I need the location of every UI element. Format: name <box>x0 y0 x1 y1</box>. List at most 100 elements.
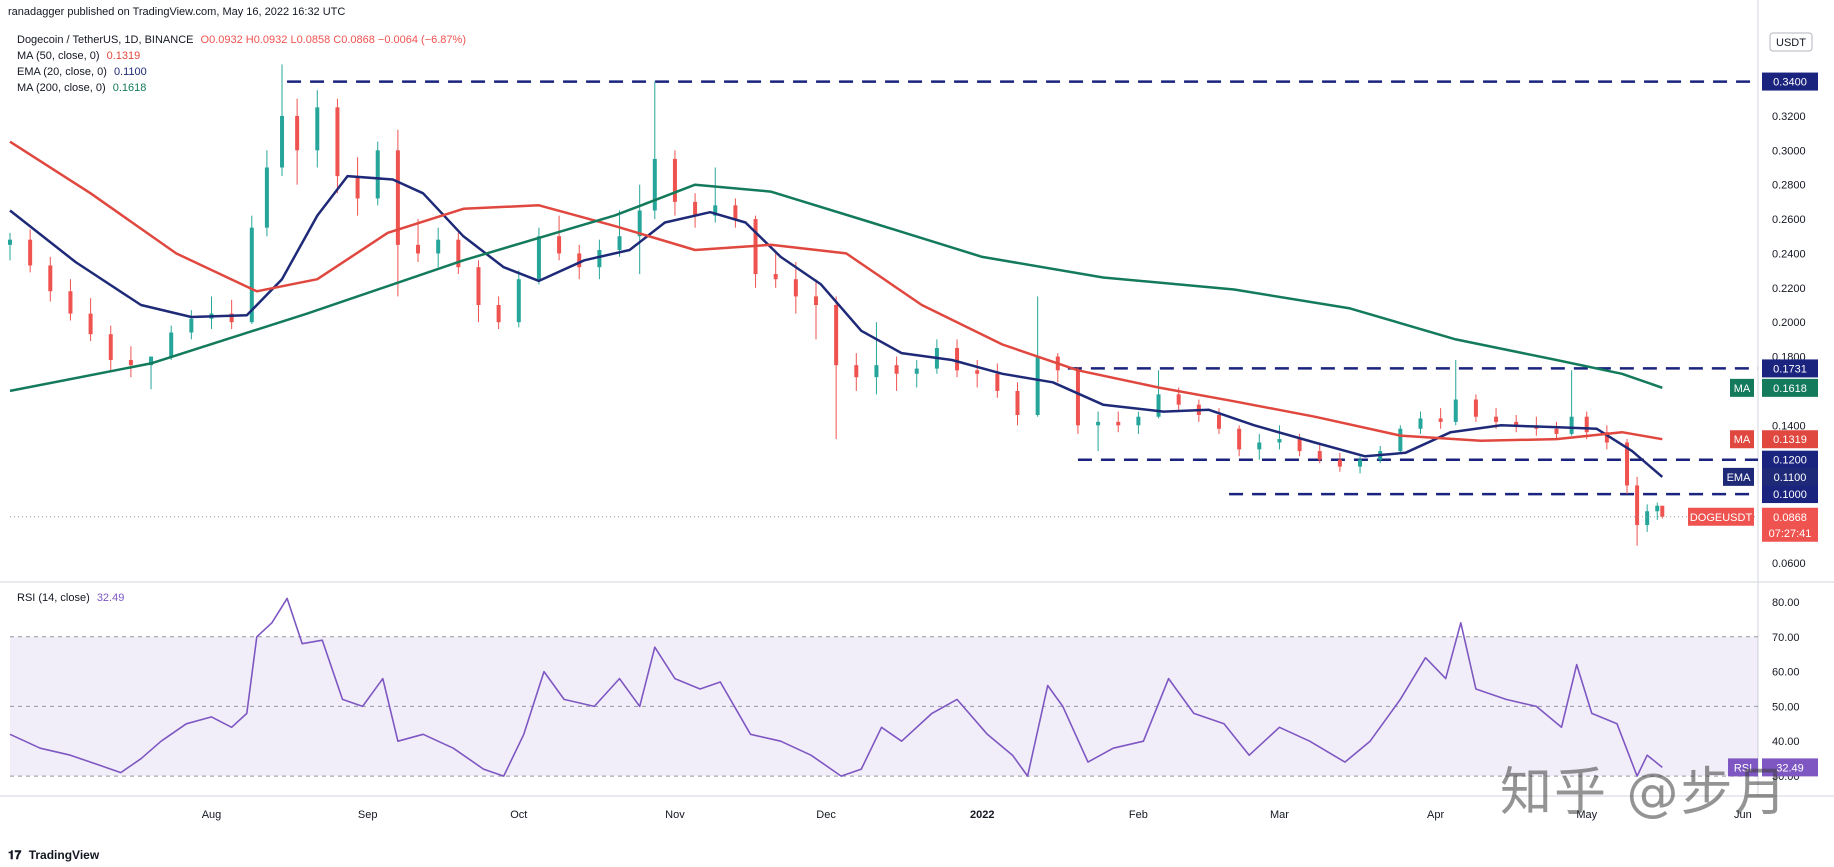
candle-body <box>733 205 738 220</box>
candle <box>1554 421 1559 440</box>
footer-brand[interactable]: 𝟏𝟕 TradingView <box>8 848 99 863</box>
candle-body <box>955 347 960 371</box>
candle-body <box>557 236 562 254</box>
candle <box>496 296 501 330</box>
candle-body <box>1604 432 1609 443</box>
price-tick-label: 0.2000 <box>1772 317 1806 329</box>
candle <box>1514 415 1519 433</box>
candle-body <box>169 332 174 357</box>
line-ma <box>9 183 1663 393</box>
candle-body <box>1655 505 1660 512</box>
candle-body <box>914 368 919 374</box>
level-badge: 0.1200 <box>1762 450 1818 469</box>
candle-body <box>894 365 899 374</box>
candle <box>1136 411 1141 434</box>
level-badge: 0.1731 <box>1762 359 1818 378</box>
line-ma <box>9 140 1663 443</box>
price-tick-label: 0.1400 <box>1772 420 1806 432</box>
candle <box>355 157 360 216</box>
rsi-badge-name: RSI <box>1734 762 1752 774</box>
candle <box>1337 452 1342 472</box>
candle <box>693 193 698 228</box>
candle-body <box>637 210 642 237</box>
watermark: 知乎 @步月 <box>1500 763 1789 823</box>
candle <box>536 227 541 285</box>
candle-body <box>1075 370 1080 426</box>
price-badge-value-box <box>1762 467 1818 486</box>
candle-body <box>1257 442 1262 450</box>
candle-body <box>1584 416 1589 433</box>
candle-body <box>1096 421 1101 426</box>
candle <box>476 260 481 323</box>
candle <box>1075 366 1080 434</box>
candle <box>8 232 12 261</box>
candle-body <box>1176 394 1181 405</box>
footer-brand-label: TradingView <box>28 848 100 862</box>
level-badge-box <box>1762 450 1818 469</box>
price-badge: MA 0.1618 <box>1730 378 1818 397</box>
candle <box>1438 408 1443 429</box>
date-tick-label: Aug <box>202 809 222 821</box>
candle-body <box>995 373 1000 391</box>
level-badge-label: 0.1731 <box>1773 363 1807 375</box>
price-badge-countdown: 07:27:41 <box>1769 528 1812 540</box>
candle-body <box>1514 421 1519 426</box>
date-tick-label: Mar <box>1270 809 1289 821</box>
candle-body <box>1337 459 1342 467</box>
price-tick-label: 0.2800 <box>1772 180 1806 192</box>
candle <box>894 356 899 391</box>
candle-body <box>652 158 657 211</box>
candle-body <box>577 253 582 268</box>
candle <box>617 210 622 257</box>
rsi-tick-label: 80.00 <box>1772 597 1800 609</box>
rsi-tick-label: 40.00 <box>1772 736 1800 748</box>
candle <box>1237 425 1242 457</box>
candle <box>48 256 53 302</box>
candle-body <box>264 167 269 228</box>
price-badge-name: MA <box>1734 383 1751 395</box>
candle-body <box>229 313 234 323</box>
candle <box>733 198 738 228</box>
candle-body <box>375 150 380 199</box>
candle <box>128 346 133 378</box>
ma50-value: 0.1319 <box>106 50 141 62</box>
price-badge: DOGEUSDT 0.0868 07:27:41 <box>1688 507 1818 542</box>
level-badge-label: 0.3400 <box>1773 77 1807 89</box>
candle <box>914 360 919 388</box>
price-badge-name-box <box>1688 507 1754 526</box>
publish-line: ranadagger published on TradingView.com,… <box>8 6 346 18</box>
candle <box>1358 456 1363 474</box>
candle-body <box>189 318 194 333</box>
price-badge-name-box <box>1730 430 1754 449</box>
price-tick-label: 0.3000 <box>1772 145 1806 157</box>
level-badge: 0.1000 <box>1762 485 1818 504</box>
candle-body <box>1358 459 1363 467</box>
price-badge-value-box <box>1762 507 1818 542</box>
candle <box>1453 360 1458 426</box>
price-badge-value-box <box>1762 378 1818 397</box>
date-tick-label: Sep <box>358 809 378 821</box>
tradingview-logo-icon: 𝟏𝟕 <box>8 848 22 862</box>
line-ema <box>9 174 1664 478</box>
candle <box>557 215 562 261</box>
candle-body <box>1494 416 1499 422</box>
candle-body <box>1569 416 1574 434</box>
candle-body <box>1418 418 1423 429</box>
rsi-line <box>9 597 1663 777</box>
price-badge-value-box <box>1762 430 1818 449</box>
ma200-value: 0.1618 <box>112 82 147 94</box>
candle-body <box>88 313 93 335</box>
price-tick-label: 0.3200 <box>1772 111 1806 123</box>
candle-body <box>1554 428 1559 434</box>
candle <box>1015 382 1020 426</box>
level-badge-label: 0.1000 <box>1773 489 1807 501</box>
candle-body <box>793 279 798 297</box>
candle-body <box>813 296 818 305</box>
candle-body <box>496 305 501 323</box>
candle <box>793 262 798 314</box>
candle <box>1277 425 1282 450</box>
candle <box>1604 425 1609 450</box>
candle <box>68 279 73 321</box>
candle-body <box>1277 439 1282 443</box>
